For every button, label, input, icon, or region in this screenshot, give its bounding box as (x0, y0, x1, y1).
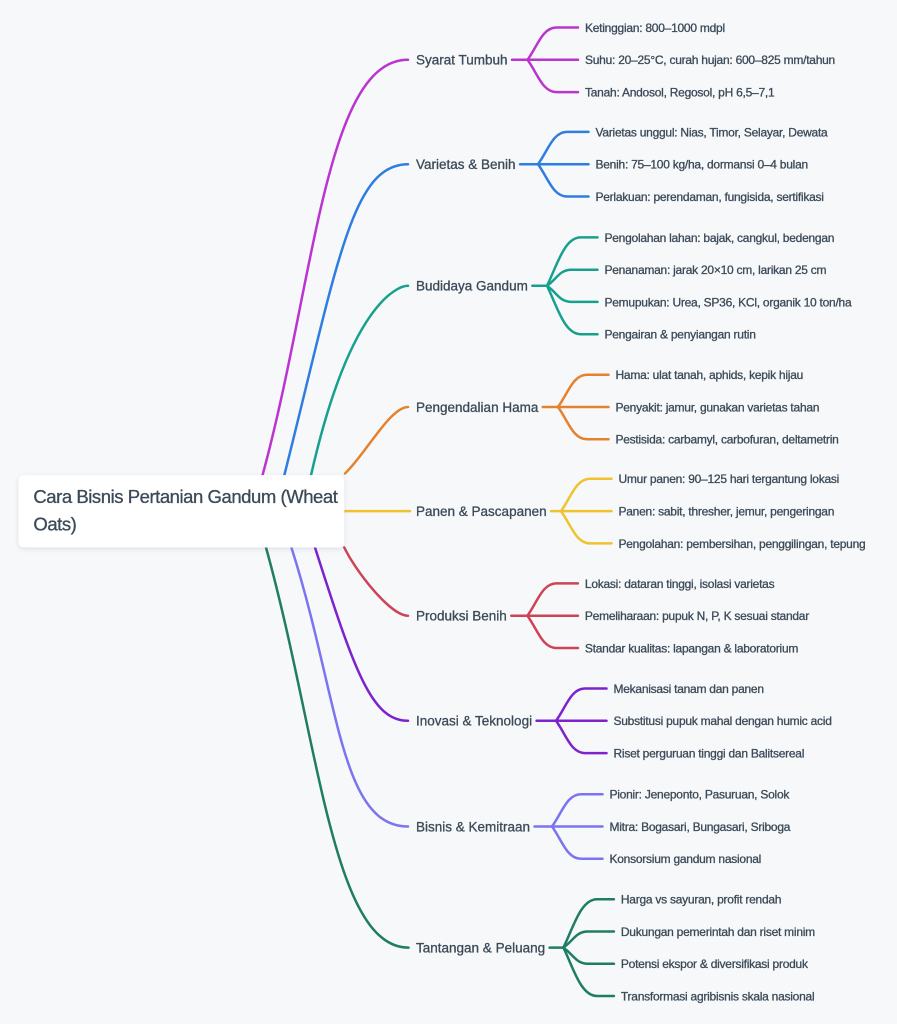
svg-text:Mekanisasi tanam dan panen: Mekanisasi tanam dan panen (614, 682, 764, 696)
svg-text:Harga vs sayuran, profit renda: Harga vs sayuran, profit rendah (621, 893, 781, 907)
svg-text:Varietas unggul: Nias, Timor,: Varietas unggul: Nias, Timor, Selayar, D… (596, 125, 829, 139)
svg-text:Bisnis & Kemitraan: Bisnis & Kemitraan (416, 819, 530, 834)
svg-text:Standar kualitas: lapangan & l: Standar kualitas: lapangan & laboratoriu… (585, 641, 798, 655)
svg-text:Produksi Benih: Produksi Benih (416, 609, 507, 624)
svg-text:Substitusi pupuk mahal dengan: Substitusi pupuk mahal dengan humic acid (614, 714, 832, 728)
svg-text:Pengairan & penyiangan rutin: Pengairan & penyiangan rutin (605, 328, 756, 342)
svg-text:Pionir: Jeneponto, Pasuruan, S: Pionir: Jeneponto, Pasuruan, Solok (610, 788, 791, 802)
svg-text:Pengolahan lahan: bajak, cangk: Pengolahan lahan: bajak, cangkul, bedeng… (605, 231, 835, 245)
svg-text:Perlakuan: perendaman, fungisi: Perlakuan: perendaman, fungisida, sertif… (596, 190, 824, 204)
svg-text:Riset perguruan tinggi dan Bal: Riset perguruan tinggi dan Balitsereal (614, 747, 805, 761)
svg-text:Penanaman: jarak 20×10 cm, lar: Penanaman: jarak 20×10 cm, larikan 25 cm (605, 263, 827, 277)
svg-text:Dukungan pemerintah dan riset: Dukungan pemerintah dan riset minim (621, 925, 815, 939)
svg-text:Panen: sabit, thresher, jemur,: Panen: sabit, thresher, jemur, pengering… (619, 505, 835, 519)
svg-text:Oats): Oats) (33, 514, 76, 535)
svg-text:Pengendalian Hama: Pengendalian Hama (416, 400, 539, 415)
svg-text:Hama: ulat tanah, aphids, kepi: Hama: ulat tanah, aphids, kepik hijau (616, 368, 804, 382)
svg-text:Umur panen: 90–125 hari tergan: Umur panen: 90–125 hari tergantung lokas… (619, 472, 840, 486)
svg-text:Mitra: Bogasari, Bungasari, Sr: Mitra: Bogasari, Bungasari, Sriboga (610, 820, 791, 834)
svg-text:Inovasi & Teknologi: Inovasi & Teknologi (416, 714, 532, 729)
svg-text:Panen & Pascapanen: Panen & Pascapanen (416, 504, 547, 519)
svg-text:Potensi ekspor & diversifikasi: Potensi ekspor & diversifikasi produk (621, 957, 809, 971)
svg-text:Varietas & Benih: Varietas & Benih (416, 157, 516, 172)
svg-text:Tanah: Andosol, Regosol, pH 6,: Tanah: Andosol, Regosol, pH 6,5–7,1 (585, 86, 775, 100)
svg-text:Transformasi agribisnis skala: Transformasi agribisnis skala nasional (621, 989, 814, 1003)
svg-text:Pestisida: carbamyl, carbofura: Pestisida: carbamyl, carbofuran, deltame… (616, 433, 839, 447)
svg-text:Konsorsium gandum nasional: Konsorsium gandum nasional (610, 852, 762, 866)
svg-text:Tantangan & Peluang: Tantangan & Peluang (416, 941, 545, 956)
svg-text:Penyakit: jamur, gunakan varie: Penyakit: jamur, gunakan varietas tahan (616, 400, 820, 414)
svg-text:Benih: 75–100 kg/ha, dormansi: Benih: 75–100 kg/ha, dormansi 0–4 bulan (596, 158, 808, 172)
svg-text:Syarat Tumbuh: Syarat Tumbuh (416, 53, 508, 68)
svg-text:Pemupukan: Urea, SP36, KCl, or: Pemupukan: Urea, SP36, KCl, organik 10 t… (605, 295, 852, 309)
svg-text:Cara Bisnis Pertanian Gandum (: Cara Bisnis Pertanian Gandum (Wheat (33, 486, 337, 507)
svg-text:Lokasi: dataran tinggi, isolas: Lokasi: dataran tinggi, isolasi varietas (585, 577, 775, 591)
svg-text:Suhu: 20–25°C, curah hujan: 60: Suhu: 20–25°C, curah hujan: 600–825 mm/t… (585, 53, 835, 67)
svg-text:Budidaya Gandum: Budidaya Gandum (416, 279, 528, 294)
svg-text:Pengolahan: pembersihan, pengg: Pengolahan: pembersihan, penggilingan, t… (619, 537, 866, 551)
svg-text:Ketinggian: 800–1000 mdpl: Ketinggian: 800–1000 mdpl (585, 21, 725, 35)
svg-text:Pemeliharaan: pupuk N, P, K se: Pemeliharaan: pupuk N, P, K sesuai stand… (585, 609, 809, 623)
